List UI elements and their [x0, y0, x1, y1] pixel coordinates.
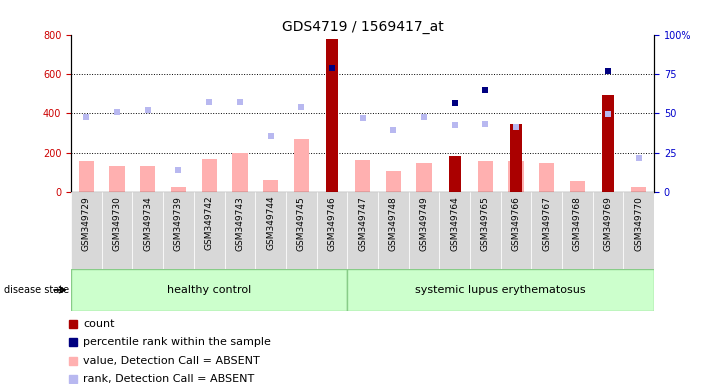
Bar — [501, 192, 531, 269]
Text: GSM349734: GSM349734 — [144, 196, 152, 251]
Text: count: count — [83, 319, 115, 329]
Text: GSM349742: GSM349742 — [205, 196, 214, 250]
Bar — [562, 192, 593, 269]
Bar — [347, 269, 654, 311]
Text: GSM349769: GSM349769 — [604, 196, 613, 251]
Text: GSM349747: GSM349747 — [358, 196, 367, 251]
Bar — [624, 192, 654, 269]
Bar — [140, 166, 156, 192]
Bar — [449, 156, 461, 192]
Bar — [378, 192, 409, 269]
Text: GSM349767: GSM349767 — [542, 196, 551, 251]
Bar — [255, 192, 286, 269]
Bar — [347, 192, 378, 269]
Text: GSM349744: GSM349744 — [266, 196, 275, 250]
Bar — [439, 192, 470, 269]
Bar — [539, 164, 555, 192]
Bar — [316, 192, 347, 269]
Text: GSM349730: GSM349730 — [112, 196, 122, 251]
Bar — [194, 192, 225, 269]
Text: disease state: disease state — [4, 285, 69, 295]
Bar — [79, 161, 94, 192]
Text: healthy control: healthy control — [167, 285, 251, 295]
Bar — [355, 159, 370, 192]
Bar — [510, 124, 522, 192]
Text: GSM349739: GSM349739 — [174, 196, 183, 251]
Text: GSM349748: GSM349748 — [389, 196, 397, 251]
Bar — [132, 192, 163, 269]
Bar — [263, 180, 278, 192]
Bar — [417, 164, 432, 192]
Bar — [294, 139, 309, 192]
Text: systemic lupus erythematosus: systemic lupus erythematosus — [415, 285, 586, 295]
Text: rank, Detection Call = ABSENT: rank, Detection Call = ABSENT — [83, 374, 255, 384]
Bar — [593, 192, 624, 269]
Bar — [171, 187, 186, 192]
Bar — [286, 192, 316, 269]
Text: value, Detection Call = ABSENT: value, Detection Call = ABSENT — [83, 356, 260, 366]
Bar — [602, 94, 614, 192]
Bar — [385, 171, 401, 192]
Bar — [201, 159, 217, 192]
Text: GSM349743: GSM349743 — [235, 196, 245, 251]
Bar — [109, 166, 125, 192]
Text: GSM349764: GSM349764 — [450, 196, 459, 251]
Bar — [531, 192, 562, 269]
Bar — [409, 192, 439, 269]
Text: GSM349749: GSM349749 — [419, 196, 429, 251]
Bar — [470, 192, 501, 269]
Text: percentile rank within the sample: percentile rank within the sample — [83, 338, 271, 348]
Bar — [225, 192, 255, 269]
Bar — [232, 153, 247, 192]
Text: GSM349768: GSM349768 — [573, 196, 582, 251]
Bar — [71, 269, 347, 311]
Bar — [570, 181, 585, 192]
Text: GSM349770: GSM349770 — [634, 196, 643, 251]
Text: GSM349765: GSM349765 — [481, 196, 490, 251]
Bar — [478, 162, 493, 192]
Text: GSM349729: GSM349729 — [82, 196, 91, 251]
Text: GSM349766: GSM349766 — [511, 196, 520, 251]
Bar — [326, 40, 338, 192]
Text: GSM349745: GSM349745 — [296, 196, 306, 251]
Title: GDS4719 / 1569417_at: GDS4719 / 1569417_at — [282, 20, 444, 33]
Bar — [102, 192, 132, 269]
Bar — [71, 192, 102, 269]
Bar — [163, 192, 194, 269]
Text: GSM349746: GSM349746 — [328, 196, 336, 251]
Bar — [631, 187, 646, 192]
Bar — [508, 162, 524, 192]
